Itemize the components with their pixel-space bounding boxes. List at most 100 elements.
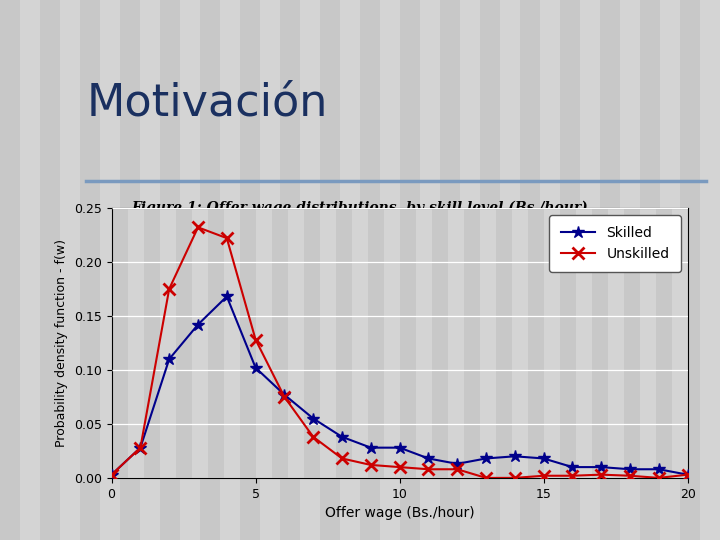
Bar — [320, 208, 336, 478]
Unskilled — [107, 471, 116, 478]
Bar — [680, 0, 700, 540]
Unskilled — [165, 286, 174, 292]
Bar — [415, 208, 431, 478]
Unskilled — [309, 434, 318, 440]
Bar — [448, 208, 464, 478]
Bar — [380, 0, 400, 540]
Unskilled — [251, 336, 260, 343]
Unskilled — [366, 462, 375, 468]
X-axis label: Offer wage (Bs./hour): Offer wage (Bs./hour) — [325, 506, 474, 520]
Bar — [340, 0, 360, 540]
Legend: Skilled, Unskilled: Skilled, Unskilled — [549, 215, 680, 272]
Bar — [400, 208, 415, 478]
Bar — [620, 0, 640, 540]
Bar — [100, 0, 120, 540]
Bar — [180, 0, 200, 540]
Unskilled — [338, 455, 346, 462]
Bar — [287, 208, 304, 478]
Bar — [0, 0, 20, 540]
Skilled — [338, 434, 346, 440]
Bar — [520, 0, 540, 540]
Bar — [256, 208, 271, 478]
Bar — [351, 208, 368, 478]
Bar — [624, 208, 639, 478]
Bar — [639, 208, 656, 478]
Skilled — [107, 471, 116, 478]
Bar — [304, 208, 320, 478]
Unskilled — [539, 472, 548, 479]
Unskilled — [568, 472, 577, 479]
Bar — [200, 0, 220, 540]
Bar — [420, 0, 440, 540]
Bar — [320, 0, 340, 540]
Unskilled — [280, 394, 289, 400]
Bar — [528, 208, 544, 478]
Bar — [608, 208, 624, 478]
Unskilled — [654, 475, 663, 481]
Bar — [640, 0, 660, 540]
Skilled — [510, 453, 519, 460]
Skilled — [309, 415, 318, 422]
Bar — [260, 0, 280, 540]
Bar — [660, 0, 680, 540]
Skilled — [539, 455, 548, 462]
Unskilled — [194, 224, 202, 231]
Bar — [112, 208, 127, 478]
Bar — [140, 0, 160, 540]
Bar — [280, 0, 300, 540]
Bar — [80, 0, 100, 540]
Bar — [400, 0, 420, 540]
Bar — [512, 208, 528, 478]
Skilled — [194, 321, 202, 328]
Skilled — [136, 444, 145, 451]
Bar — [240, 0, 260, 540]
Skilled — [165, 356, 174, 362]
Bar — [672, 208, 688, 478]
Bar — [592, 208, 608, 478]
Bar — [500, 0, 520, 540]
Bar — [368, 208, 384, 478]
Bar — [176, 208, 192, 478]
Bar — [120, 0, 140, 540]
Bar — [600, 0, 620, 540]
Unskilled — [510, 475, 519, 481]
Unskilled — [626, 472, 634, 479]
Skilled — [395, 444, 404, 451]
Skilled — [626, 466, 634, 472]
Skilled — [222, 293, 231, 300]
Unskilled — [136, 444, 145, 451]
Bar — [220, 0, 240, 540]
Skilled — [482, 455, 490, 462]
Bar — [384, 208, 400, 478]
Skilled — [366, 444, 375, 451]
Line: Skilled: Skilled — [105, 290, 694, 481]
Bar — [431, 208, 448, 478]
Text: Figure 1: Offer wage distributions, by skill level (Bs./hour): Figure 1: Offer wage distributions, by s… — [132, 201, 588, 215]
Bar — [207, 208, 224, 478]
Bar — [192, 208, 207, 478]
Skilled — [424, 455, 433, 462]
Skilled — [251, 364, 260, 371]
Y-axis label: Probability density function - f(w): Probability density function - f(w) — [55, 239, 68, 447]
Bar — [480, 208, 495, 478]
Text: Motivación: Motivación — [86, 81, 328, 124]
Unskilled — [683, 471, 692, 478]
Bar — [575, 208, 592, 478]
Bar — [240, 208, 256, 478]
Bar — [440, 0, 460, 540]
Bar — [224, 208, 240, 478]
Bar — [544, 208, 559, 478]
Bar — [460, 0, 480, 540]
Unskilled — [482, 475, 490, 481]
Bar — [60, 0, 80, 540]
Bar — [160, 0, 180, 540]
Bar — [700, 0, 720, 540]
Bar — [656, 208, 672, 478]
Skilled — [280, 392, 289, 398]
Unskilled — [424, 466, 433, 472]
Bar — [464, 208, 480, 478]
Bar — [143, 208, 160, 478]
Skilled — [568, 464, 577, 470]
Bar — [580, 0, 600, 540]
Bar — [559, 208, 575, 478]
